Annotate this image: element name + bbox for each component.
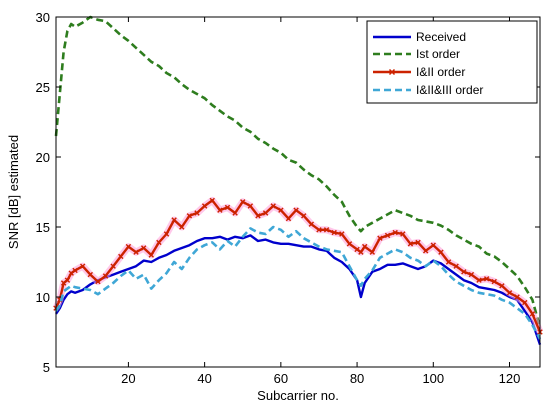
- y-tick-label: 15: [36, 220, 50, 235]
- series-point-2: [316, 227, 322, 233]
- series-point-2: [400, 231, 406, 237]
- series-point-2: [125, 243, 132, 250]
- legend-label: I&II&III order: [416, 83, 483, 97]
- series-point-2: [255, 213, 261, 219]
- y-axis: 5 10 15 20 25 30: [36, 10, 540, 375]
- series-point-2: [102, 273, 109, 279]
- x-tick-label: 80: [350, 371, 364, 386]
- series-point-2: [118, 253, 124, 260]
- series-point-2: [422, 248, 429, 254]
- series-point-2: [186, 213, 193, 219]
- series-point-2: [384, 232, 391, 239]
- series-point-2: [358, 249, 364, 255]
- y-tick-label: 30: [36, 10, 50, 25]
- x-tick-label: 60: [274, 371, 288, 386]
- y-tick-label: 10: [36, 290, 50, 305]
- y-axis-label: SNR [dB] estimated: [6, 135, 21, 249]
- series-point-2: [438, 249, 444, 255]
- plot-frame: [55, 16, 541, 368]
- series-point-2: [68, 270, 74, 276]
- series-point-2: [217, 207, 223, 213]
- series-point-2: [476, 277, 482, 283]
- series-point-2: [461, 269, 467, 275]
- series-point-2: [392, 229, 398, 236]
- series-point-2: [72, 267, 78, 274]
- series-point-2: [209, 197, 215, 204]
- series-point-2: [64, 277, 71, 283]
- legend-label: Received: [416, 30, 466, 44]
- series-point-2: [232, 210, 238, 216]
- series-point-2: [179, 224, 185, 230]
- series-point-2: [270, 203, 276, 209]
- series-point-2: [499, 283, 505, 289]
- series-point-2: [201, 203, 208, 209]
- legend: Received Ist order I&II order I&II&III orde…: [366, 20, 538, 104]
- series-point-2: [339, 231, 345, 237]
- y-tick-label: 25: [36, 80, 50, 95]
- series-point-2: [468, 271, 475, 278]
- series-point-2: [369, 249, 376, 255]
- series-line-3: [54, 225, 542, 340]
- series-point-2: [453, 263, 459, 269]
- y-tick-label: 5: [43, 360, 50, 375]
- series-point-2: [361, 243, 368, 250]
- series-point-2: [430, 242, 436, 248]
- series-point-2: [194, 210, 200, 216]
- series-point-2: [491, 278, 497, 285]
- series-point-2: [133, 249, 139, 255]
- x-tick-label: 100: [422, 371, 444, 386]
- series-point-2: [87, 271, 93, 278]
- series-point-2: [346, 241, 353, 247]
- y-tick-label: 20: [36, 150, 50, 165]
- series-point-2: [148, 252, 154, 258]
- series-point-2: [240, 199, 246, 205]
- x-axis: 20 40 60 80 100 120: [121, 17, 520, 386]
- series-point-2: [301, 213, 307, 219]
- x-tick-label: 20: [121, 371, 135, 386]
- legend-label: Ist order: [416, 47, 460, 61]
- series-point-2: [483, 276, 490, 282]
- legend-label: I&II order: [416, 65, 465, 79]
- series-point-2: [293, 207, 299, 213]
- series-point-2: [506, 290, 513, 296]
- series-line-0: [55, 234, 542, 345]
- series-point-2: [140, 245, 147, 251]
- series-point-2: [514, 294, 520, 300]
- series-line-1: [54, 15, 542, 329]
- series-point-2: [79, 263, 86, 269]
- series-point-2: [522, 299, 528, 306]
- x-tick-label: 40: [197, 371, 211, 386]
- series-point-2: [331, 229, 337, 236]
- series-point-2: [278, 207, 284, 213]
- series-point-2: [308, 221, 315, 227]
- x-tick-label: 120: [499, 371, 521, 386]
- series-point-2: [171, 217, 177, 223]
- series-point-2: [156, 239, 162, 246]
- series-point-2: [529, 311, 536, 317]
- series-point-2: [377, 235, 383, 241]
- series-point-2: [110, 263, 116, 269]
- series-point-2: [407, 241, 414, 247]
- series-line-2: [54, 199, 542, 333]
- series-point-2: [415, 239, 421, 246]
- series-point-2: [163, 231, 170, 237]
- x-axis-label: Subcarrier no.: [257, 388, 339, 403]
- series-point-2: [95, 278, 101, 285]
- series-point-2: [285, 215, 292, 222]
- legend-marker-2: [388, 68, 396, 76]
- series-point-2: [60, 280, 67, 286]
- series-point-2: [247, 203, 254, 209]
- series-point-2: [224, 204, 231, 211]
- series-point-2: [323, 227, 330, 233]
- series-point-2: [262, 210, 269, 216]
- series-point-2: [354, 246, 360, 253]
- series-halo-2: [52, 196, 544, 334]
- series-point-2: [445, 259, 452, 265]
